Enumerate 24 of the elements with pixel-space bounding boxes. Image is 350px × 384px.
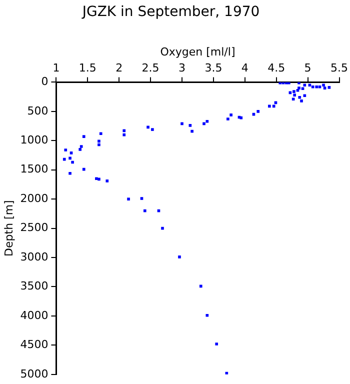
x-tick-label: 4.5 [268, 61, 286, 74]
y-tick-label: 1500 [20, 162, 48, 176]
y-tick-label: 4000 [20, 308, 48, 322]
y-tick-label: 5000 [20, 367, 48, 380]
y-tick-label: 2000 [20, 192, 48, 205]
x-tick-label: 2.5 [142, 61, 160, 74]
y-tick-label: 1000 [20, 134, 48, 146]
y-tick-label: 500 [27, 104, 48, 118]
x-tick-label: 1.5 [78, 61, 96, 74]
y-tick-label: 3500 [20, 280, 48, 293]
x-tick-label: 5 [304, 61, 312, 74]
chart-title: JGZK in September, 1970 [81, 4, 260, 20]
x-axis-title: Oxygen [ml/l] [160, 45, 236, 58]
x-tick-label: 1 [52, 61, 60, 74]
x-tick-label: 4 [241, 61, 248, 74]
y-tick-label: 0 [41, 75, 48, 88]
x-tick-label: 2 [116, 61, 123, 74]
x-tick-label: 3.5 [204, 61, 222, 74]
x-tick-label: 3 [178, 61, 186, 74]
y-tick-label: 2500 [20, 221, 48, 234]
y-tick-label: 4500 [20, 338, 48, 352]
y-tick-label: 3000 [20, 250, 48, 264]
x-tick-label: 5.5 [330, 61, 348, 74]
y-axis-title: Depth [m] [2, 200, 16, 256]
